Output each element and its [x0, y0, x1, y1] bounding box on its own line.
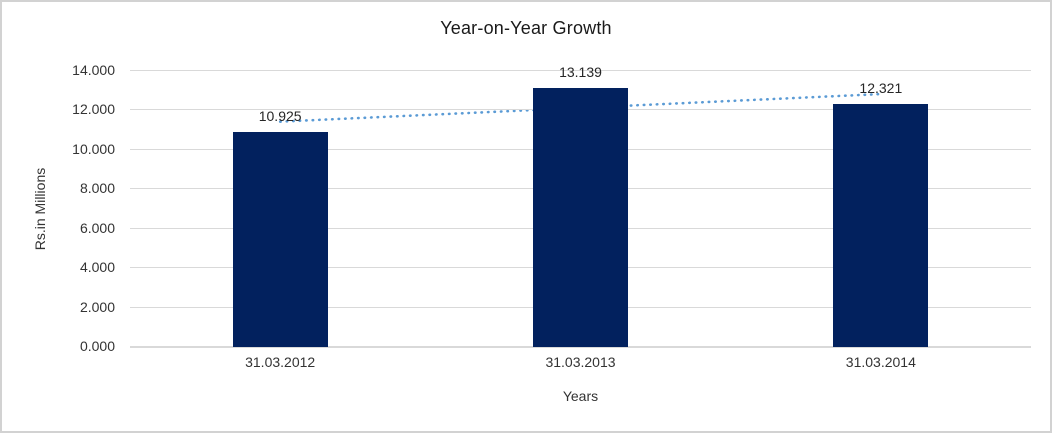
- y-tick-label: 12.000: [72, 101, 115, 118]
- data-label: 10.925: [258, 107, 302, 124]
- data-label: 12.321: [859, 80, 903, 97]
- x-tick-label: 31.03.2012: [245, 354, 316, 370]
- y-tick-label: 6.000: [79, 219, 115, 236]
- y-tick-label: 2.000: [79, 298, 115, 315]
- bar-31.03.2013[interactable]: [533, 87, 628, 347]
- x-tick-label: 31.03.2013: [545, 354, 616, 370]
- data-label: 13.139: [559, 63, 602, 80]
- y-tick-label: 4.000: [79, 259, 115, 276]
- y-tick-label: 14.000: [72, 62, 115, 78]
- x-axis-title: Years: [562, 388, 599, 404]
- chart-title: Year-on-Year Growth: [440, 18, 612, 38]
- gridline: [130, 70, 1031, 71]
- y-tick-label: 8.000: [79, 180, 115, 197]
- x-axis-line: [130, 347, 1031, 348]
- x-tick-label: 31.03.2014: [845, 354, 916, 370]
- y-tick-label: 10.000: [72, 140, 115, 157]
- y-tick-label: 0.000: [79, 338, 115, 354]
- plot-area: [130, 70, 1031, 348]
- bar-31.03.2014[interactable]: [833, 104, 929, 347]
- bar-31.03.2012[interactable]: [232, 131, 328, 347]
